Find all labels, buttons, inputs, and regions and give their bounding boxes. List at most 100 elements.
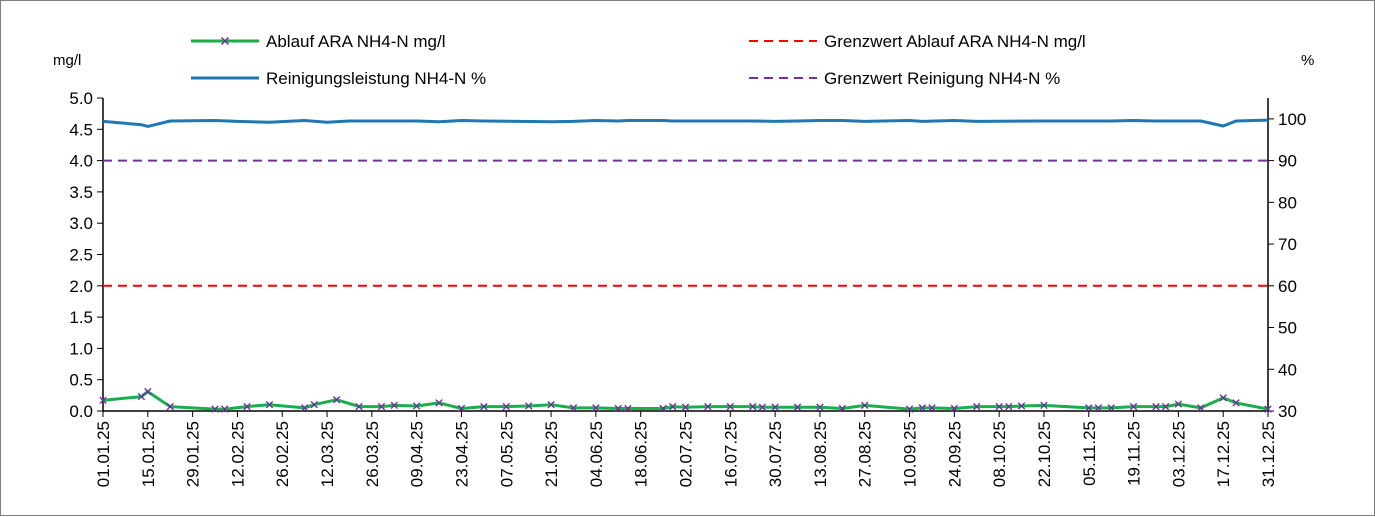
x-tick-label: 02.07.25 <box>677 421 696 487</box>
data-point-marker <box>659 404 667 413</box>
right-y-tick-label: 80 <box>1278 193 1297 212</box>
data-point-marker <box>918 404 927 412</box>
data-point-marker <box>1219 394 1227 402</box>
left-y-tick-label: 3.5 <box>69 183 93 202</box>
right-y-tick-label: 40 <box>1278 360 1297 379</box>
x-tick-label: 10.09.25 <box>901 421 920 487</box>
x-tick-label: 27.08.25 <box>856 421 875 487</box>
data-point-marker <box>973 402 981 411</box>
data-point-marker <box>1197 404 1205 412</box>
x-tick-label: 31.12.25 <box>1259 421 1278 487</box>
x-tick-label: 22.10.25 <box>1035 421 1054 487</box>
data-point-marker <box>265 401 274 409</box>
left-y-tick-label: 4.0 <box>69 152 93 171</box>
x-tick-label: 23.04.25 <box>452 421 471 487</box>
data-point-marker <box>592 404 600 412</box>
x-tick-label: 05.11.25 <box>1080 421 1099 486</box>
left-y-tick-label: 2.5 <box>69 246 93 265</box>
data-point-marker <box>1040 401 1048 410</box>
data-point-marker <box>928 404 936 412</box>
data-point-marker <box>547 401 555 409</box>
data-point-marker <box>726 402 735 411</box>
legend-entry: Ablauf ARA NH4-N mg/l <box>266 32 446 51</box>
series-line-reinigungsleistung-nh4-n <box>102 118 1269 128</box>
data-point-marker <box>793 403 802 411</box>
x-tick-label: 16.07.25 <box>721 421 740 487</box>
data-point-marker <box>1161 402 1170 411</box>
data-point-marker <box>1152 402 1160 411</box>
data-point-marker <box>1129 402 1138 411</box>
x-tick-label: 19.11.25 <box>1125 421 1144 486</box>
x-tick-label: 09.04.25 <box>408 421 427 487</box>
right-y-tick-label: 50 <box>1278 319 1297 338</box>
x-tick-label: 08.10.25 <box>990 421 1009 487</box>
data-point-marker <box>771 403 779 411</box>
right-y-tick-label: 70 <box>1278 235 1297 254</box>
data-point-marker <box>614 404 622 413</box>
legend-entry: Grenzwert Ablauf ARA NH4-N mg/l <box>824 32 1086 51</box>
data-point-marker <box>310 401 318 409</box>
right-axis-unit-label: % <box>1301 52 1314 69</box>
data-point-marker <box>861 401 869 410</box>
left-y-tick-label: 4.5 <box>69 120 93 139</box>
x-tick-label: 26.02.25 <box>273 421 292 487</box>
data-point-marker <box>355 402 363 411</box>
right-y-tick-label: 30 <box>1278 402 1297 421</box>
data-point-marker <box>1107 404 1115 412</box>
data-point-marker <box>838 404 847 413</box>
x-tick-label: 30.07.25 <box>766 421 785 487</box>
left-y-tick-label: 5.0 <box>69 89 93 108</box>
x-tick-label: 18.06.25 <box>632 421 651 487</box>
left-y-tick-label: 1.5 <box>69 308 93 327</box>
x-tick-label: 01.01.25 <box>94 421 113 487</box>
data-point-marker <box>99 396 107 405</box>
data-point-marker <box>681 403 690 411</box>
data-point-marker <box>144 387 152 396</box>
data-point-marker <box>137 392 146 401</box>
data-point-marker <box>569 404 578 412</box>
data-point-marker <box>816 403 824 411</box>
left-y-tick-label: 1.0 <box>69 339 93 358</box>
x-tick-label: 17.12.25 <box>1214 421 1233 487</box>
legend-marker <box>220 36 230 46</box>
x-tick-label: 29.01.25 <box>184 421 203 487</box>
data-point-marker <box>905 405 914 413</box>
data-point-marker <box>211 405 219 413</box>
data-point-marker <box>377 402 386 411</box>
data-point-marker <box>758 403 767 411</box>
legend-entry: Reinigungsleistung NH4-N % <box>266 69 486 88</box>
data-point-marker <box>1232 399 1240 407</box>
right-y-tick-label: 90 <box>1278 152 1297 171</box>
data-point-marker <box>412 402 421 410</box>
data-point-marker <box>1017 402 1026 410</box>
x-tick-label: 26.03.25 <box>363 421 382 487</box>
x-tick-label: 24.09.25 <box>945 421 964 487</box>
data-point-marker <box>1094 404 1103 412</box>
x-tick-label: 12.03.25 <box>318 421 337 487</box>
data-point-marker <box>390 401 398 410</box>
left-y-tick-label: 3.0 <box>69 214 93 233</box>
x-tick-label: 13.08.25 <box>811 421 830 487</box>
data-point-marker <box>704 402 712 411</box>
data-point-marker <box>524 402 533 410</box>
x-tick-label: 21.05.25 <box>542 421 561 487</box>
x-tick-label: 07.05.25 <box>497 421 516 487</box>
data-point-marker <box>624 404 632 413</box>
data-point-marker <box>1174 400 1183 408</box>
left-axis-unit-label: mg/l <box>53 52 81 69</box>
data-point-marker <box>950 404 959 413</box>
data-point-marker <box>749 402 757 411</box>
data-point-marker <box>435 399 443 407</box>
data-point-marker <box>332 396 341 404</box>
data-point-marker <box>480 402 488 411</box>
data-point-marker <box>220 405 229 413</box>
data-point-marker <box>669 402 677 411</box>
right-y-tick-label: 100 <box>1278 110 1306 129</box>
legend: Ablauf ARA NH4-N mg/l Grenzwert Ablauf AR… <box>191 32 1086 88</box>
data-point-marker <box>502 402 510 411</box>
right-y-tick-label: 60 <box>1278 277 1297 296</box>
data-point-marker <box>300 404 309 412</box>
data-point-marker <box>243 402 251 411</box>
data-point-marker <box>1264 405 1272 413</box>
